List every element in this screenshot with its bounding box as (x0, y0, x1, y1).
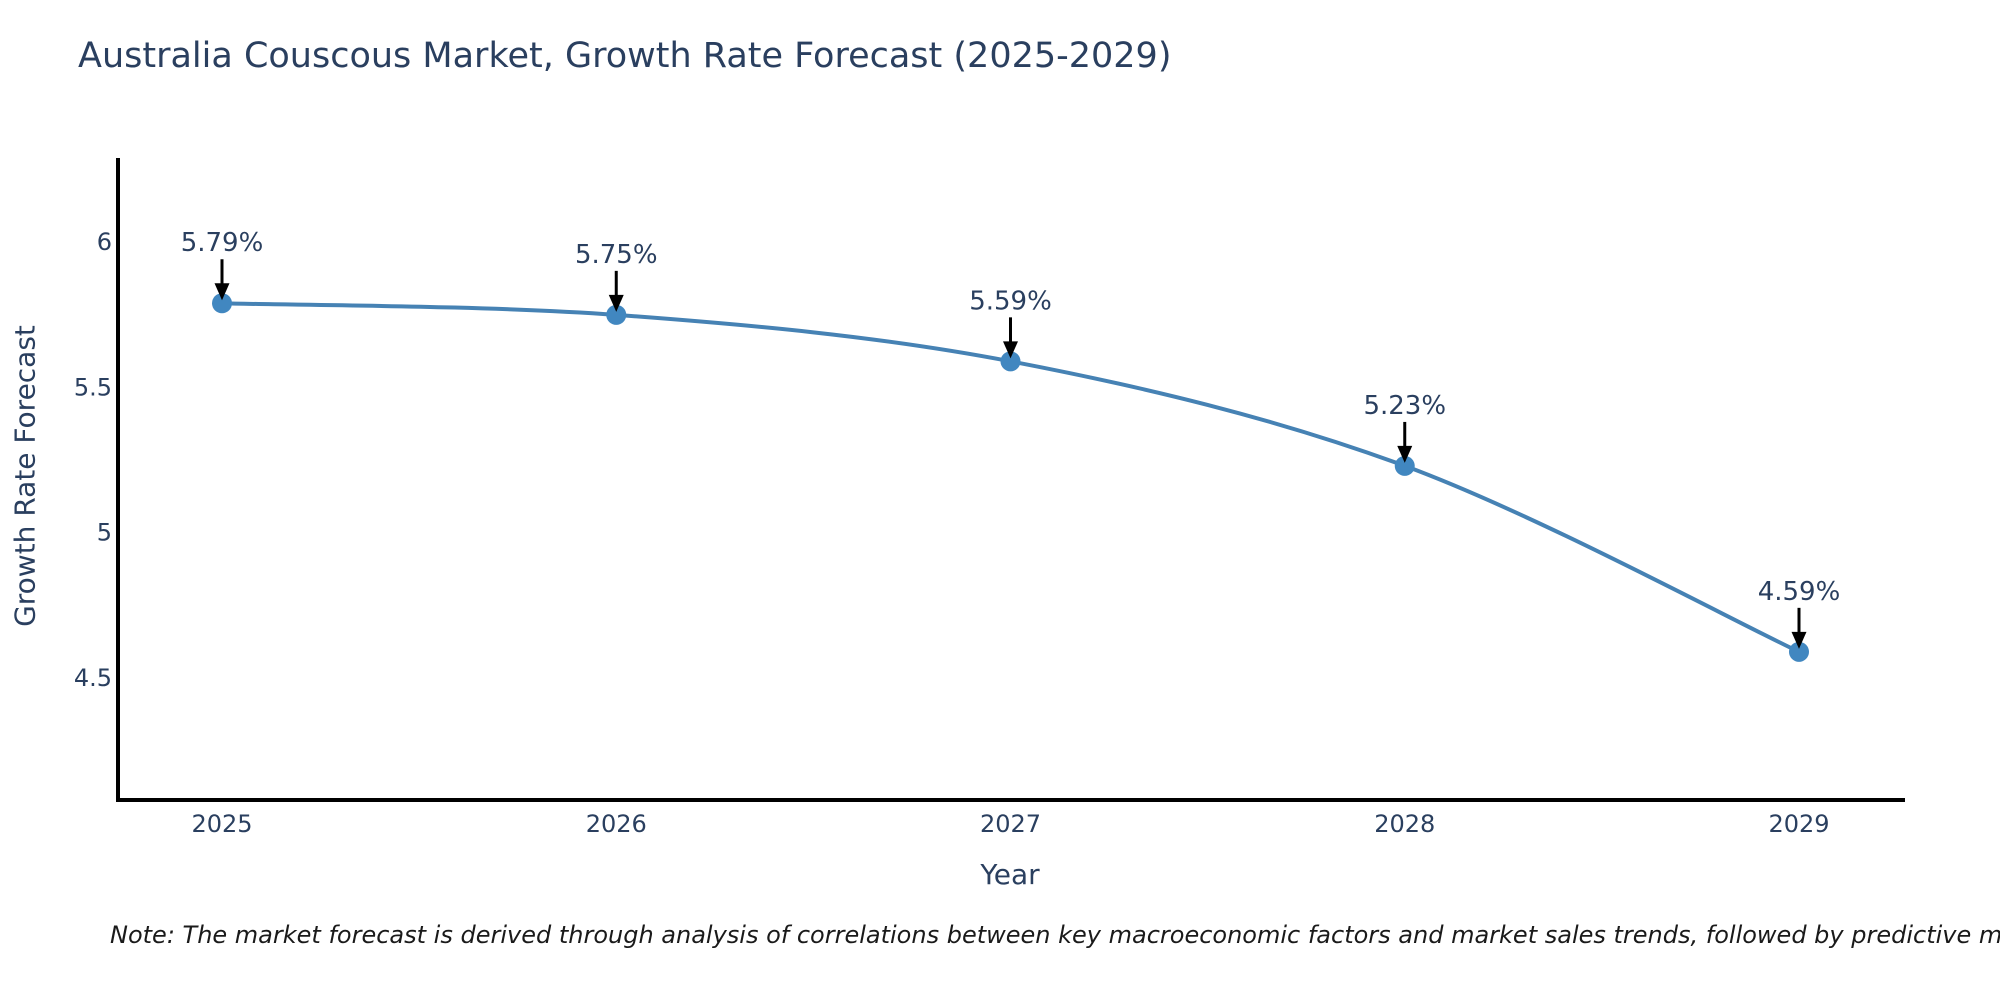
y-tick-label: 5 (97, 519, 112, 547)
chart-title: Australia Couscous Market, Growth Rate F… (78, 36, 1172, 76)
x-tick-label: 2028 (1374, 810, 1435, 838)
y-tick-label: 4.5 (74, 664, 112, 692)
chart-note: Note: The market forecast is derived thr… (110, 921, 2000, 949)
x-tick-label: 2026 (586, 810, 647, 838)
y-axis-title: Growth Rate Forecast (8, 325, 42, 627)
annotation-arrowhead (1003, 341, 1018, 359)
annotation-arrowhead (608, 294, 624, 312)
data-point-marker (606, 304, 627, 325)
x-tick-label: 2025 (191, 810, 252, 838)
y-tick-label: 6 (97, 228, 112, 256)
annotation-arrowhead (214, 283, 230, 301)
data-point-marker (1789, 641, 1809, 662)
annotation-arrowhead (1791, 631, 1807, 649)
data-point-marker (1394, 455, 1415, 476)
data-point-marker (212, 293, 232, 314)
x-tick-label: 2029 (1768, 810, 1829, 838)
annotation-label: 5.23% (1363, 391, 1446, 421)
annotation-label: 5.79% (181, 228, 264, 258)
annotation-label: 5.75% (575, 240, 658, 270)
x-tick-label: 2027 (980, 810, 1041, 838)
y-tick-label: 5.5 (74, 373, 112, 401)
annotation-label: 4.59% (1758, 577, 1841, 607)
annotation-arrowhead (1397, 445, 1413, 463)
data-point-marker (1000, 351, 1021, 372)
annotation-label: 5.59% (969, 286, 1052, 316)
x-axis-title: Year (980, 858, 1040, 891)
